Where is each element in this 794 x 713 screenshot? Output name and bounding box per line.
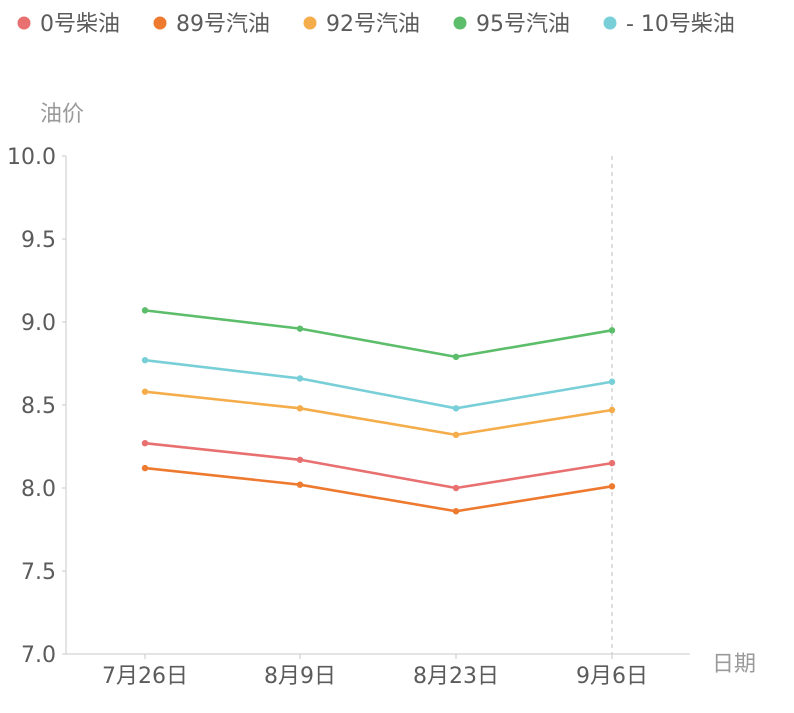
data-point[interactable] xyxy=(452,431,460,439)
legend-item[interactable]: 95号汽油 xyxy=(453,12,571,37)
y-tick-label: 7.0 xyxy=(21,643,56,668)
legend-marker-icon xyxy=(153,16,167,30)
series-line[interactable] xyxy=(143,390,614,437)
series-2[interactable] xyxy=(141,388,616,439)
y-tick-label: 8.0 xyxy=(21,477,56,502)
x-tick-label: 8月9日 xyxy=(264,664,336,689)
legend-label: 92号汽油 xyxy=(326,12,420,37)
data-point[interactable] xyxy=(608,378,616,385)
data-point[interactable] xyxy=(141,439,149,447)
series-line[interactable] xyxy=(143,309,614,359)
data-point[interactable] xyxy=(141,356,149,364)
series-4[interactable] xyxy=(141,356,616,412)
x-tick-label: 7月26日 xyxy=(102,664,188,689)
legend-item[interactable]: - 10号柴油 xyxy=(603,12,735,37)
legend-marker-icon xyxy=(453,16,467,30)
data-point[interactable] xyxy=(141,307,149,314)
data-point[interactable] xyxy=(608,483,616,490)
y-axis-title: 油价 xyxy=(40,102,84,127)
data-point[interactable] xyxy=(141,388,149,395)
y-tick-label: 7.5 xyxy=(21,560,56,585)
series-3[interactable] xyxy=(141,307,616,361)
legend-marker-icon xyxy=(303,16,317,30)
y-tick-label: 9.5 xyxy=(21,228,56,253)
y-tick-labels: 7.0 7.5 8.0 8.5 9.0 9.5 10.0 xyxy=(7,145,66,668)
data-point[interactable] xyxy=(296,405,304,412)
series-1[interactable] xyxy=(141,464,616,515)
x-axis-title: 日期 xyxy=(712,652,756,677)
legend-marker-icon xyxy=(603,16,617,30)
data-point[interactable] xyxy=(452,353,460,361)
data-point[interactable] xyxy=(296,481,304,488)
data-point[interactable] xyxy=(141,464,149,472)
y-tick-label: 9.0 xyxy=(21,311,56,336)
legend-label: - 10号柴油 xyxy=(626,12,735,37)
series-0[interactable] xyxy=(141,439,616,492)
legend: 0号柴油 89号汽油 92号汽油 95号汽油 - 10号柴油 xyxy=(17,12,735,37)
data-point[interactable] xyxy=(296,325,304,332)
legend-label: 89号汽油 xyxy=(176,12,270,37)
x-tick-label: 9月6日 xyxy=(576,664,648,689)
data-point[interactable] xyxy=(608,327,616,334)
series-line[interactable] xyxy=(143,466,614,513)
data-point[interactable] xyxy=(452,508,460,515)
data-point[interactable] xyxy=(452,484,460,492)
series-line[interactable] xyxy=(143,358,614,410)
legend-marker-icon xyxy=(17,16,31,30)
legend-label: 95号汽油 xyxy=(476,12,570,37)
data-point[interactable] xyxy=(452,405,460,412)
data-point[interactable] xyxy=(296,375,304,382)
legend-item[interactable]: 0号柴油 xyxy=(17,12,121,37)
series-layer xyxy=(141,307,616,515)
y-tick-label: 10.0 xyxy=(7,145,56,170)
x-tick-labels: 7月26日 8月9日 8月23日 9月6日 xyxy=(102,654,648,689)
series-line[interactable] xyxy=(143,441,614,490)
legend-label: 0号柴油 xyxy=(40,12,120,37)
x-tick-label: 8月23日 xyxy=(413,664,499,689)
legend-item[interactable]: 92号汽油 xyxy=(303,12,421,37)
data-point[interactable] xyxy=(608,459,616,467)
legend-item[interactable]: 89号汽油 xyxy=(153,12,271,37)
data-point[interactable] xyxy=(296,456,304,463)
y-tick-label: 8.5 xyxy=(21,394,56,419)
data-point[interactable] xyxy=(608,406,616,414)
